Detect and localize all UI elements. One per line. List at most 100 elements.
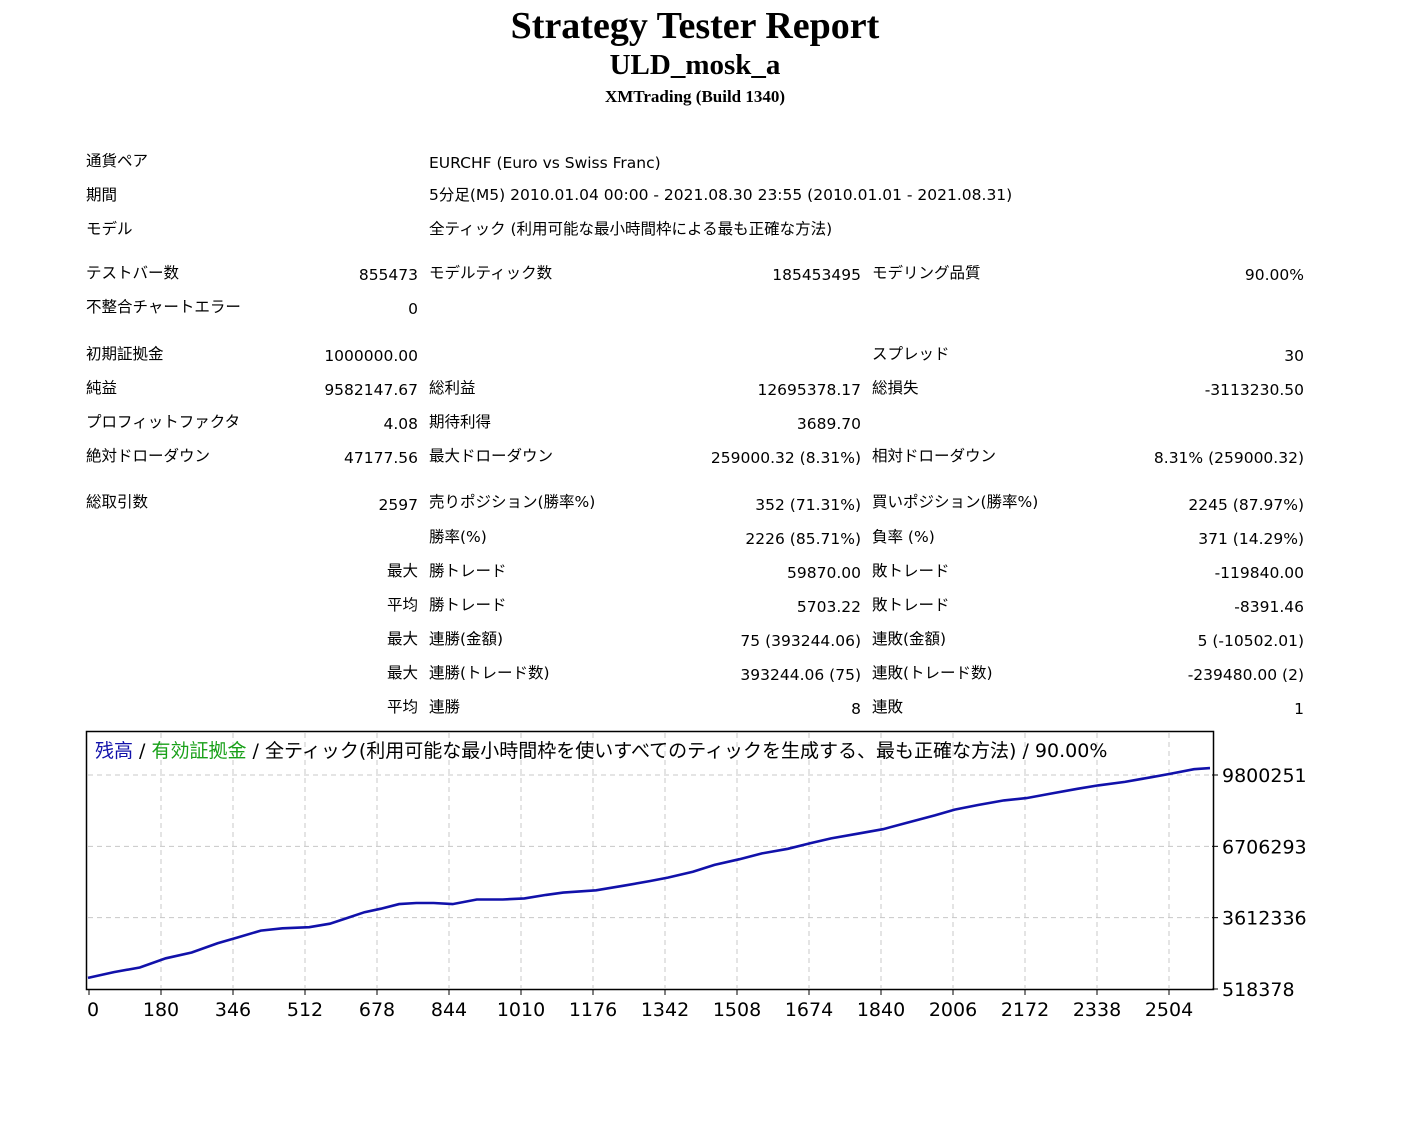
period-value: 5分足(M5) 2010.01.04 00:00 - 2021.08.30 23… [429,186,1013,204]
long-positions-value: 2245 (87.97%) [1188,496,1304,514]
x-tick-label: 844 [431,999,467,1021]
ticks-value: 185453495 [772,266,861,284]
x-tick-label: 1176 [569,999,617,1021]
loss-rate-value: 371 (14.29%) [1198,530,1304,548]
largest-win-label: 勝トレード [429,562,507,580]
x-tick-label: 180 [143,999,179,1021]
cons-profit-label: 連勝(トレード数) [429,664,550,682]
balance-series-line [87,766,1211,980]
deposit-value: 1000000.00 [324,347,418,365]
x-tick-label: 678 [359,999,395,1021]
x-tick-label: 0 [87,999,99,1021]
chart-frame [85,730,1215,991]
mismatch-label: 不整合チャートエラー [86,298,241,316]
total-trades-value: 2597 [378,496,418,514]
cons-loss-value: -239480.00 (2) [1187,666,1304,684]
avg-win-label: 勝トレード [429,596,507,614]
legend-balance: 残高 [95,740,133,762]
net-profit-value: 9582147.67 [324,381,418,399]
largest-prefix: 最大 [386,562,418,580]
avg-cons-wins-label: 連勝 [429,698,461,716]
gross-profit-label: 総利益 [429,379,476,397]
mismatch-value: 0 [408,300,418,318]
y-tick-label: 9800251 [1222,765,1307,787]
gross-loss-value: -3113230.50 [1204,381,1304,399]
x-tick-label: 1840 [857,999,905,1021]
legend-sep: / [133,740,151,762]
avg-cons-losses-label: 連敗 [872,698,904,716]
abs-drawdown-label: 絶対ドローダウン [86,447,211,465]
symbol-value: EURCHF (Euro vs Swiss Franc) [429,154,661,172]
x-tick-label: 2006 [929,999,977,1021]
average-prefix: 平均 [386,596,418,614]
largest-loss-label: 敗トレード [872,562,950,580]
total-trades-label: 総取引数 [86,493,149,511]
spread-value: 30 [1284,347,1304,365]
max2-prefix: 最大 [386,664,418,682]
x-tick-label: 346 [215,999,251,1021]
max-drawdown-label: 最大ドローダウン [429,447,554,465]
x-tick-label: 512 [287,999,323,1021]
x-tick-label: 2338 [1073,999,1121,1021]
x-tick-label: 1342 [641,999,689,1021]
avg-cons-wins-value: 8 [851,700,861,718]
net-profit-label: 純益 [86,379,118,397]
y-axis: 9800251 6706293 3612336 518378 [1212,765,1307,1001]
cons-profit-value: 393244.06 (75) [740,666,861,684]
x-tick-label: 1010 [497,999,545,1021]
x-tick-label: 2504 [1145,999,1193,1021]
cons-wins-money-value: 75 (393244.06) [740,632,861,650]
symbol-label: 通貨ペア [86,152,149,170]
quality-value: 90.00% [1244,266,1304,284]
x-tick-label: 1508 [713,999,761,1021]
loss-rate-label: 負率 (%) [872,528,935,546]
quality-label: モデリング品質 [872,264,981,282]
x-axis: 0 180 346 512 678 844 1010 1176 1342 1508 1674 1840… [87,989,1193,1021]
ticks-label: モデルティック数 [429,264,553,282]
expected-payoff-label: 期待利得 [429,413,492,431]
avg-loss-value: -8391.46 [1234,598,1304,616]
cons-loss-label: 連敗(トレード数) [872,664,993,682]
avg-win-value: 5703.22 [796,598,861,616]
expert-name: ULD_mosk_a [609,49,781,81]
x-tick-label: 2172 [1001,999,1049,1021]
gross-profit-value: 12695378.17 [757,381,861,399]
legend-description: / 全ティック(利用可能な最小時間枠を使いすべてのティックを生成する、最も正確な… [247,740,1108,762]
profit-factor-value: 4.08 [383,415,418,433]
model-value: 全ティック (利用可能な最小時間枠による最も正確な方法) [429,220,833,238]
chart-legend: 残高 / 有効証拠金 / 全ティック(利用可能な最小時間枠を使いすべてのティック… [95,740,1107,762]
y-tick-label: 6706293 [1222,836,1307,858]
bars-label: テストバー数 [86,264,180,282]
largest-win-value: 59870.00 [787,564,861,582]
short-positions-label: 売りポジション(勝率%) [429,493,596,511]
rel-drawdown-value: 8.31% (259000.32) [1153,449,1304,467]
y-tick-label: 3612336 [1222,908,1307,930]
spread-label: スプレッド [872,345,950,363]
cons-wins-money-label: 連勝(金額) [429,630,504,648]
broker-build: XMTrading (Build 1340) [604,87,786,106]
deposit-label: 初期証拠金 [86,345,164,363]
win-rate-label: 勝率(%) [429,528,487,546]
y-tick-label: 518378 [1222,979,1295,1001]
long-positions-label: 買いポジション(勝率%) [872,493,1039,511]
legend-equity: 有効証拠金 [152,740,247,762]
cons-losses-money-value: 5 (-10502.01) [1197,632,1304,650]
model-label: モデル [86,220,133,238]
report-title: Strategy Tester Report [510,5,880,47]
period-label: 期間 [86,186,118,204]
x-tick-label: 1674 [785,999,833,1021]
max-prefix: 最大 [386,630,418,648]
short-positions-value: 352 (71.31%) [755,496,861,514]
abs-drawdown-value: 47177.56 [344,449,418,467]
largest-loss-value: -119840.00 [1214,564,1304,582]
bars-value: 855473 [358,266,418,284]
max-drawdown-value: 259000.32 (8.31%) [710,449,861,467]
avg-cons-losses-value: 1 [1294,700,1304,718]
rel-drawdown-label: 相対ドローダウン [872,447,997,465]
win-rate-value: 2226 (85.71%) [745,530,861,548]
avg-loss-label: 敗トレード [872,596,950,614]
chart-grid [88,733,1212,989]
cons-losses-money-label: 連敗(金額) [872,630,947,648]
profit-factor-label: プロフィットファクタ [86,413,241,431]
